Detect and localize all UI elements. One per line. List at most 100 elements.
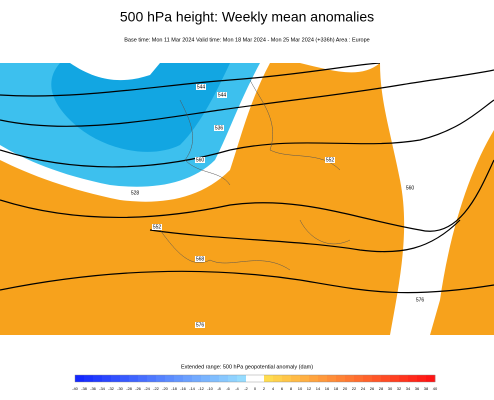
colorbar: -40 -38 -36 -34 -32 -30 -28 -26 -24 -22 -20 -18 -16-… bbox=[72, 374, 438, 391]
contour-label-bg bbox=[217, 92, 227, 98]
colorbar-tick-label: 38 bbox=[424, 386, 429, 391]
contour-label: 536 bbox=[215, 125, 224, 131]
colorbar-tick-label: -14 bbox=[189, 386, 196, 391]
contour-label: 552 bbox=[153, 224, 162, 230]
colorbar-segment bbox=[309, 375, 319, 382]
colorbar-tick-label: -4 bbox=[235, 386, 239, 391]
colorbar-segment bbox=[390, 375, 400, 382]
colorbar-segment bbox=[291, 375, 301, 382]
colorbar-tick-label: -30 bbox=[117, 386, 124, 391]
colorbar-segment bbox=[210, 375, 220, 382]
contour-label-bg bbox=[195, 157, 205, 163]
colorbar-tick-label: 40 bbox=[433, 386, 438, 391]
colorbar-segment bbox=[183, 375, 193, 382]
colorbar-segment bbox=[156, 375, 166, 382]
neutral-band bbox=[380, 63, 494, 335]
negative-core bbox=[51, 63, 230, 152]
colorbar-tick-label: 0 bbox=[254, 386, 257, 391]
colorbar-tick-label: 30 bbox=[388, 386, 393, 391]
colorbar-tick-label: -26 bbox=[135, 386, 142, 391]
colorbar-segment bbox=[111, 375, 121, 382]
colorbar-tick-label: -28 bbox=[126, 386, 133, 391]
contour-label-bg bbox=[196, 84, 206, 90]
colorbar-segment bbox=[345, 375, 355, 382]
colorbar-segment bbox=[354, 375, 364, 382]
colorbar-segment bbox=[75, 375, 85, 382]
contour-label-bg bbox=[214, 125, 224, 131]
colorbar-segment bbox=[327, 375, 337, 382]
colorbar-tick-label: -10 bbox=[207, 386, 214, 391]
contour-label: 560 bbox=[406, 185, 415, 191]
subtitle: Base time: Mon 11 Mar 2024 Valid time: M… bbox=[124, 37, 369, 43]
contour-label: 544 bbox=[197, 84, 206, 90]
contour-label: 544 bbox=[218, 92, 227, 98]
colorbar-tick-label: 16 bbox=[325, 386, 330, 391]
colorbar-segment bbox=[147, 375, 157, 382]
colorbar-tick-label: 12 bbox=[307, 386, 312, 391]
colorbar-tick-label: -36 bbox=[90, 386, 97, 391]
colorbar-tick-label: -6 bbox=[226, 386, 230, 391]
colorbar-segment bbox=[120, 375, 130, 382]
colorbar-tick-label: 2 bbox=[263, 386, 266, 391]
neutral-patch bbox=[70, 63, 160, 81]
colorbar-segment bbox=[84, 375, 94, 382]
colorbar-segment bbox=[408, 375, 418, 382]
colorbar-label: Extended range: 500 hPa geopotential ano… bbox=[181, 364, 313, 370]
colorbar-tick-label: -18 bbox=[171, 386, 178, 391]
colorbar-tick-label: 28 bbox=[379, 386, 384, 391]
title: 500 hPa height: Weekly mean anomalies bbox=[120, 9, 374, 25]
map: 528 536 544 544 552 552 560 560 568 576 576 bbox=[0, 63, 494, 335]
contour-label-bg bbox=[195, 322, 205, 328]
colorbar-tick-label: 4 bbox=[272, 386, 275, 391]
colorbar-tick-label: 22 bbox=[352, 386, 357, 391]
colorbar-segment bbox=[273, 375, 283, 382]
colorbar-segment bbox=[102, 375, 112, 382]
colorbar-segment bbox=[246, 375, 256, 382]
contour-label: 568 bbox=[196, 256, 205, 262]
colorbar-tick-label: 8 bbox=[290, 386, 293, 391]
colorbar-tick-label: -22 bbox=[153, 386, 160, 391]
colorbar-tick-label: 34 bbox=[406, 386, 411, 391]
coastlines bbox=[159, 79, 351, 271]
colorbar-segment bbox=[282, 375, 292, 382]
contour-label-bg bbox=[325, 157, 335, 163]
contour-label-bg bbox=[130, 190, 140, 196]
contour-label-bg bbox=[195, 256, 205, 262]
colorbar-tick-label: -20 bbox=[162, 386, 169, 391]
contour-label: 560 bbox=[196, 157, 205, 163]
colorbar-segment bbox=[372, 375, 382, 382]
colorbar-segment bbox=[255, 375, 265, 382]
colorbar-tick-label: 18 bbox=[334, 386, 339, 391]
colorbar-segment bbox=[318, 375, 328, 382]
colorbar-segment bbox=[237, 375, 247, 382]
colorbar-segment bbox=[138, 375, 148, 382]
colorbar-segment bbox=[219, 375, 229, 382]
colorbar-tick-label: 14 bbox=[316, 386, 321, 391]
contour-label: 576 bbox=[416, 297, 425, 303]
colorbar-segment bbox=[363, 375, 373, 382]
colorbar-frame bbox=[74, 374, 436, 383]
colorbar-tick-label: 36 bbox=[415, 386, 420, 391]
colorbar-segment bbox=[201, 375, 211, 382]
colorbar-tick-label: 10 bbox=[298, 386, 303, 391]
colorbar-segment bbox=[174, 375, 184, 382]
colorbar-segment bbox=[336, 375, 346, 382]
colorbar-tick-label: 26 bbox=[370, 386, 375, 391]
colorbar-tick-label: -16 bbox=[180, 386, 187, 391]
contours bbox=[0, 63, 494, 294]
colorbar-segment bbox=[399, 375, 409, 382]
colorbar-segment bbox=[192, 375, 202, 382]
contour-label: 552 bbox=[326, 157, 335, 163]
colorbar-tick-label: 20 bbox=[343, 386, 348, 391]
colorbar-tick-label: 32 bbox=[397, 386, 402, 391]
contour-label-bg bbox=[415, 297, 425, 303]
colorbar-tick-label: -2 bbox=[244, 386, 248, 391]
colorbar-segment bbox=[426, 375, 436, 382]
contour-label-bg bbox=[152, 224, 162, 230]
colorbar-tick-label: -8 bbox=[217, 386, 221, 391]
colorbar-tick-label: -24 bbox=[144, 386, 151, 391]
colorbar-tick-label: 24 bbox=[361, 386, 366, 391]
colorbar-segment bbox=[417, 375, 427, 382]
contour-label: 528 bbox=[131, 190, 140, 196]
